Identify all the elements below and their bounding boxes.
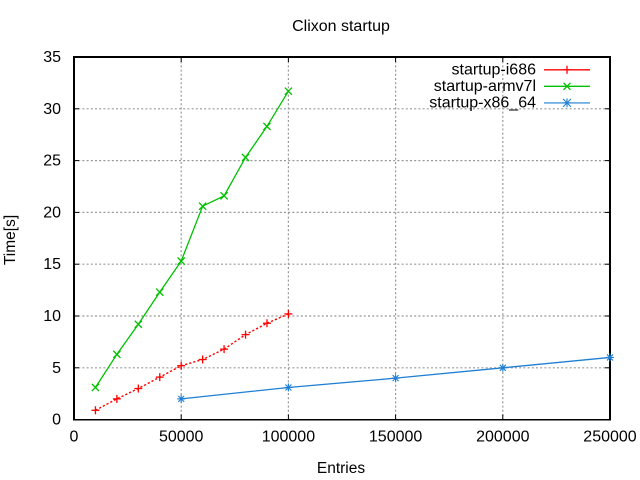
svg-text:250000: 250000 bbox=[583, 429, 636, 446]
svg-text:200000: 200000 bbox=[476, 429, 529, 446]
svg-text:startup-x86_64: startup-x86_64 bbox=[429, 95, 536, 112]
svg-text:30: 30 bbox=[43, 101, 61, 118]
svg-text:5: 5 bbox=[52, 360, 61, 377]
svg-text:150000: 150000 bbox=[369, 429, 422, 446]
svg-text:10: 10 bbox=[43, 308, 61, 325]
svg-text:0: 0 bbox=[52, 412, 61, 429]
svg-text:25: 25 bbox=[43, 153, 61, 170]
svg-text:35: 35 bbox=[43, 49, 61, 66]
svg-text:20: 20 bbox=[43, 204, 61, 221]
svg-text:15: 15 bbox=[43, 256, 61, 273]
svg-text:100000: 100000 bbox=[262, 429, 315, 446]
svg-text:0: 0 bbox=[70, 429, 79, 446]
svg-text:Clixon startup: Clixon startup bbox=[292, 18, 390, 35]
svg-text:Time[s]: Time[s] bbox=[2, 215, 19, 265]
svg-text:startup-i686: startup-i686 bbox=[452, 62, 537, 79]
svg-text:Entries: Entries bbox=[317, 460, 365, 477]
svg-text:50000: 50000 bbox=[159, 429, 204, 446]
svg-text:startup-armv7l: startup-armv7l bbox=[434, 78, 536, 95]
